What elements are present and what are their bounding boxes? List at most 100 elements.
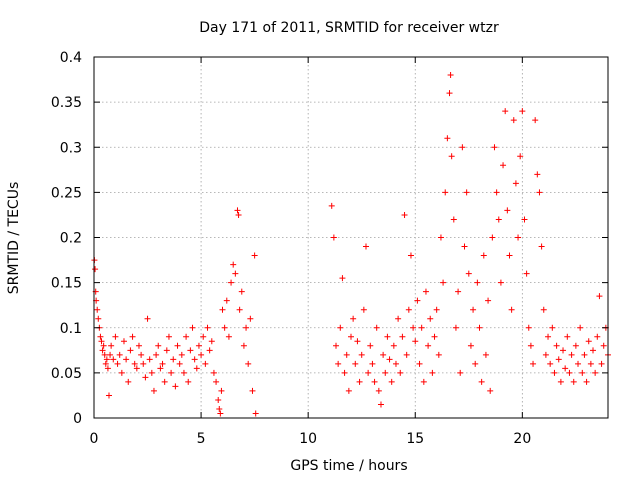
data-point [210, 369, 217, 376]
data-point [410, 324, 417, 331]
data-point [570, 378, 577, 385]
data-point [97, 333, 104, 340]
x-tick-label: 5 [197, 431, 206, 447]
data-point [225, 333, 232, 340]
data-point [330, 234, 337, 241]
data-point [476, 324, 483, 331]
data-point [350, 315, 357, 322]
data-point [489, 234, 496, 241]
data-point [465, 270, 472, 277]
data-point [429, 369, 436, 376]
data-point [442, 189, 449, 196]
data-point [218, 387, 225, 394]
data-point [564, 333, 571, 340]
x-axis-label: GPS time / hours [290, 458, 407, 474]
data-point [343, 351, 350, 358]
data-point [510, 117, 517, 124]
data-point [110, 356, 117, 363]
data-point [560, 347, 567, 354]
data-point [193, 365, 200, 372]
data-point [163, 347, 170, 354]
data-point [371, 378, 378, 385]
data-point [178, 351, 185, 358]
data-point [133, 365, 140, 372]
data-point [587, 360, 594, 367]
data-point [459, 144, 466, 151]
data-point [485, 297, 492, 304]
data-point [153, 351, 160, 358]
data-point [195, 342, 202, 349]
data-point [348, 333, 354, 340]
data-point [491, 144, 498, 151]
data-point [585, 338, 592, 345]
data-point [328, 202, 335, 209]
data-point [461, 243, 468, 250]
data-point [395, 315, 402, 322]
data-point [161, 378, 168, 385]
data-point [506, 252, 513, 259]
data-point [517, 153, 524, 160]
data-point [407, 252, 414, 259]
data-point [581, 351, 588, 358]
data-point [243, 324, 250, 331]
data-point [525, 324, 532, 331]
y-tick-label: 0.2 [60, 231, 82, 247]
data-point [198, 351, 205, 358]
data-point [365, 369, 372, 376]
data-point [236, 306, 243, 313]
data-point [497, 279, 504, 286]
data-point [482, 351, 489, 358]
data-point [521, 216, 528, 223]
data-point [598, 360, 605, 367]
data-point [467, 342, 474, 349]
data-point [422, 288, 429, 295]
data-point [251, 252, 258, 259]
data-point [100, 342, 107, 349]
data-point [575, 360, 582, 367]
y-axis-label: SRMTID / TECUs [6, 182, 22, 295]
data-point [425, 342, 432, 349]
data-point [216, 405, 223, 412]
data-point [189, 324, 196, 331]
data-point [206, 347, 213, 354]
data-point [144, 315, 151, 322]
chart-title: Day 171 of 2011, SRMTID for receiver wtz… [199, 20, 499, 36]
data-point [523, 270, 530, 277]
x-tick-label: 15 [406, 431, 424, 447]
data-point [118, 369, 125, 376]
data-point [478, 378, 485, 385]
data-point [433, 306, 440, 313]
data-point [455, 288, 462, 295]
data-point [103, 356, 110, 363]
data-point [127, 347, 134, 354]
data-point [98, 338, 105, 345]
data-point [215, 396, 222, 403]
data-point [358, 351, 365, 358]
data-point [596, 293, 603, 300]
data-point [180, 369, 187, 376]
data-point [362, 243, 369, 250]
data-point [463, 189, 470, 196]
data-point [551, 369, 558, 376]
y-tick-label: 0.1 [60, 321, 82, 337]
data-point [369, 360, 376, 367]
data-point [123, 356, 130, 363]
data-point [508, 306, 515, 313]
data-point [380, 351, 387, 358]
data-point [99, 347, 106, 354]
data-point [252, 410, 259, 417]
data-point [545, 333, 552, 340]
data-point [562, 365, 569, 372]
y-tick-label: 0.05 [51, 366, 82, 382]
data-point [377, 401, 384, 408]
data-point [345, 387, 352, 394]
data-point [435, 351, 442, 358]
y-tick-label: 0.25 [51, 185, 82, 201]
data-points [91, 72, 611, 417]
data-point [568, 351, 575, 358]
data-point [437, 234, 444, 241]
y-tick-label: 0.3 [60, 140, 82, 156]
data-point [367, 342, 374, 349]
data-point [375, 387, 382, 394]
